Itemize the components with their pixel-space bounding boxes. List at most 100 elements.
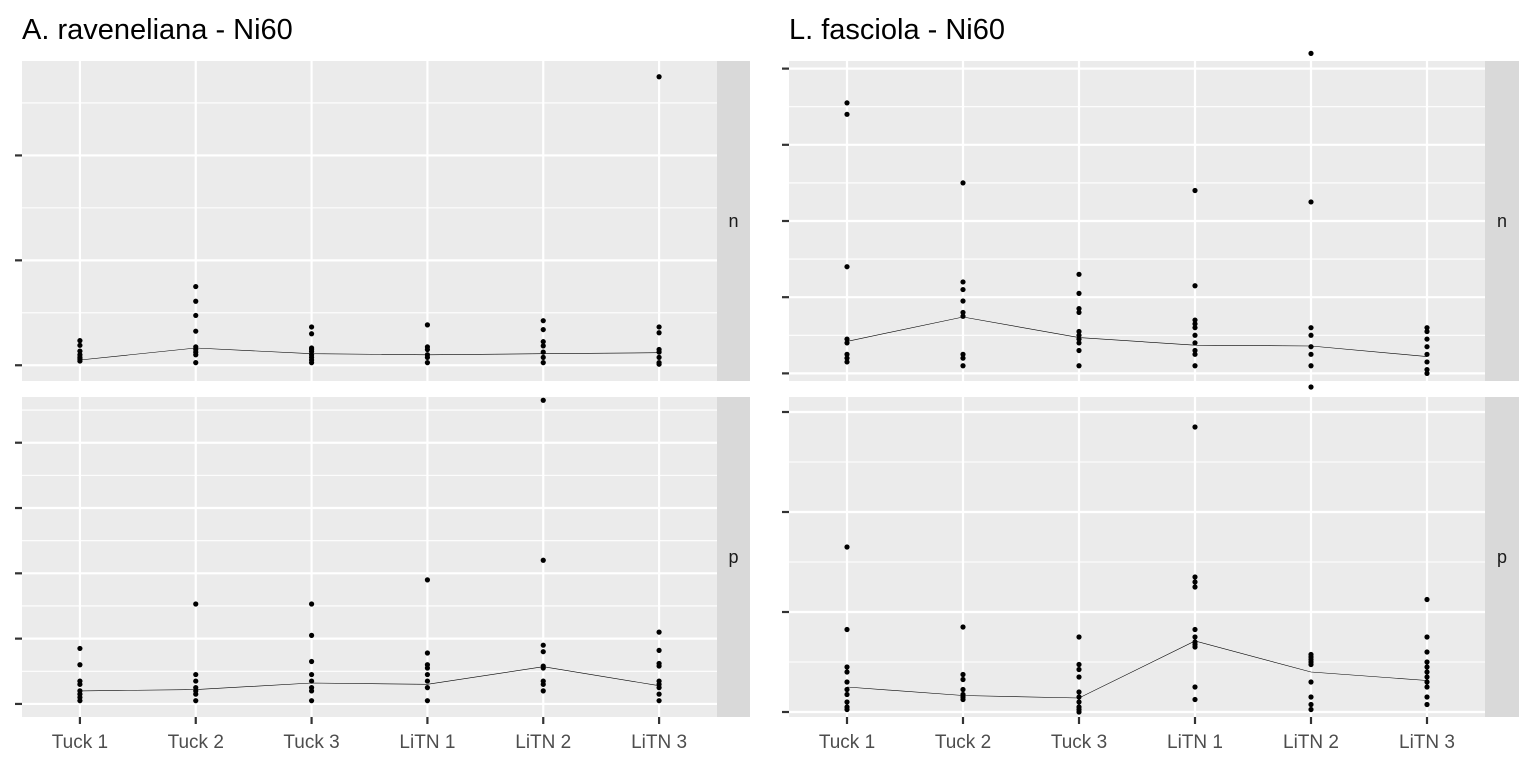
data-point: [960, 279, 966, 285]
data-point: [1076, 328, 1082, 335]
data-point: [1308, 50, 1314, 56]
data-point: [960, 180, 966, 186]
data-point: [1076, 661, 1082, 668]
data-point: [1076, 347, 1082, 354]
data-point: [1192, 187, 1198, 194]
data-point: [1424, 596, 1430, 603]
data-point: [1308, 332, 1314, 338]
data-point: [77, 645, 83, 652]
data-point: [1424, 674, 1430, 680]
data-point: [1192, 363, 1198, 369]
x-tick-label: Tuck 2: [935, 732, 991, 753]
data-point: [424, 671, 431, 678]
data-point: [1076, 290, 1082, 296]
data-point: [1076, 309, 1082, 316]
data-point: [656, 324, 662, 330]
data-point: [540, 339, 546, 345]
facet-strip-label: n: [1497, 211, 1507, 231]
data-point: [308, 678, 315, 684]
data-point: [424, 650, 431, 656]
data-point: [1424, 659, 1430, 665]
data-point: [1076, 336, 1082, 342]
x-tick-label: Tuck 3: [283, 732, 339, 753]
panel-background: [22, 397, 717, 717]
mean-line: [846, 316, 1428, 357]
panel-background: [789, 397, 1485, 717]
facet-panel-0-p: p Tuck 1 Tuck 2 Tuck 3 LiTN 1 LiTN 2 LiTN 3: [15, 397, 750, 753]
data-point: [1308, 325, 1314, 331]
data-point: [960, 696, 966, 703]
chart-title-l-fasciola: L. fasciola - Ni60: [789, 14, 1005, 46]
facet-panel-1-n: n: [782, 50, 1519, 381]
data-point: [656, 361, 662, 367]
data-point: [77, 698, 83, 704]
data-point: [1424, 359, 1430, 365]
data-point: [960, 363, 966, 369]
data-point: [1192, 579, 1198, 585]
data-point: [844, 706, 850, 713]
data-point: [1192, 634, 1198, 640]
data-point: [77, 338, 83, 344]
data-point: [77, 681, 83, 687]
data-point: [1192, 644, 1198, 650]
data-point: [1192, 424, 1198, 430]
data-point: [844, 355, 850, 361]
data-point: [193, 312, 199, 319]
data-point: [844, 626, 850, 633]
data-point: [308, 601, 315, 607]
data-point: [1076, 634, 1082, 640]
data-point: [1192, 626, 1198, 633]
charts-layer: n p Tuck 1 Tuck 2 Tuck 3 LiTN 1 LiTN 2 LiTN 3 n p…: [15, 50, 1519, 753]
data-point: [193, 691, 199, 697]
data-point: [1308, 701, 1314, 708]
data-point: [1424, 336, 1430, 342]
mean-line: [79, 347, 660, 361]
data-point: [1192, 325, 1198, 331]
data-point: [1076, 709, 1082, 715]
data-point: [1424, 344, 1430, 350]
data-point: [1076, 666, 1082, 673]
data-point: [960, 676, 966, 683]
data-point: [424, 698, 431, 704]
mean-line: [846, 640, 1428, 699]
data-point: [308, 698, 315, 704]
data-point: [77, 358, 83, 364]
data-point: [1424, 664, 1430, 670]
data-point: [1424, 366, 1430, 373]
data-point: [424, 665, 431, 671]
data-point: [1076, 306, 1082, 312]
data-point: [844, 264, 850, 270]
data-point: [1192, 340, 1198, 346]
data-point: [540, 557, 546, 563]
data-point: [844, 359, 850, 365]
data-point: [844, 679, 850, 685]
data-point: [1308, 706, 1314, 713]
data-point: [1308, 363, 1314, 369]
data-point: [844, 544, 850, 550]
data-point: [193, 601, 199, 607]
data-point: [656, 354, 662, 360]
facet-strip-label: p: [1497, 547, 1507, 567]
data-point: [193, 671, 199, 678]
data-point: [193, 328, 199, 334]
data-point: [656, 663, 662, 669]
data-point: [1192, 684, 1198, 690]
data-point: [656, 629, 662, 635]
data-point: [540, 642, 546, 648]
data-point: [424, 678, 431, 684]
data-point: [1424, 370, 1430, 376]
data-point: [960, 671, 966, 678]
data-point: [1076, 699, 1082, 705]
data-point: [1424, 679, 1430, 685]
data-point: [308, 324, 315, 330]
x-tick-label: Tuck 1: [819, 732, 875, 753]
data-point: [1192, 584, 1198, 590]
data-point: [77, 662, 83, 668]
data-point: [1192, 317, 1198, 323]
data-point: [308, 632, 315, 638]
x-tick-label: LiTN 1: [1167, 732, 1223, 753]
x-tick-label: LiTN 2: [515, 732, 571, 753]
x-tick-label: LiTN 3: [631, 732, 687, 753]
data-point: [844, 336, 850, 342]
data-point: [540, 349, 546, 355]
